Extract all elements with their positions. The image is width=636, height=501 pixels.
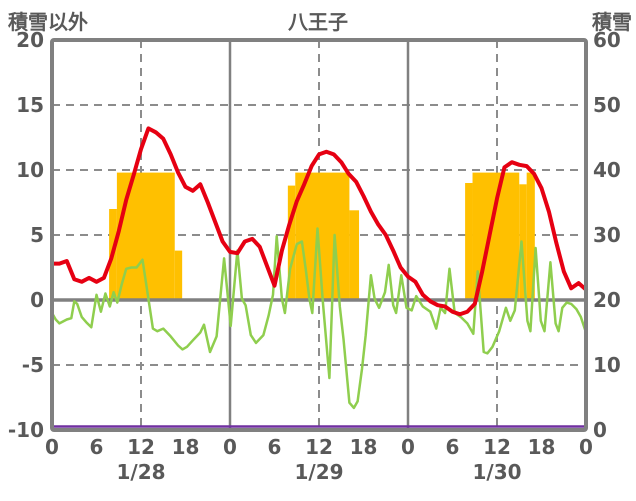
x-axis-date-label: 1/29 — [294, 460, 344, 484]
right-axis-title: 積雪 — [592, 10, 632, 34]
x-axis-hour-tick: 12 — [127, 435, 155, 459]
left-axis-tick: 20 — [16, 28, 44, 52]
x-axis-hour-tick: 18 — [527, 435, 556, 459]
x-axis-hour-tick: 6 — [267, 435, 282, 459]
right-axis-tick: 30 — [593, 223, 621, 247]
x-axis-date-label: 1/30 — [472, 460, 522, 484]
orange-bars — [526, 172, 535, 300]
red-line — [50, 126, 588, 317]
right-axis-tick: 60 — [593, 28, 621, 52]
right-axis-tick: 20 — [593, 288, 621, 312]
x-axis-hour-tick: 6 — [89, 435, 104, 459]
chart-title: 八王子 — [288, 10, 348, 34]
right-axis-tick: 0 — [593, 418, 607, 442]
x-axis-hour-tick: 0 — [223, 435, 237, 459]
x-axis-hour-tick: 18 — [171, 435, 200, 459]
right-axis-tick: 10 — [593, 353, 621, 377]
orange-bars — [519, 184, 527, 300]
x-axis-hour-tick: 12 — [305, 435, 333, 459]
left-axis-tick: 5 — [30, 223, 44, 247]
x-axis-hour-tick: 0 — [45, 435, 59, 459]
orange-bars — [465, 183, 473, 300]
x-axis-date-label: 1/28 — [116, 460, 166, 484]
x-axis-hour-tick: 12 — [483, 435, 511, 459]
right-axis-tick: 50 — [593, 93, 621, 117]
x-axis-hour-tick: 6 — [445, 435, 460, 459]
left-axis-tick: 10 — [16, 158, 44, 182]
left-axis-tick: 0 — [30, 288, 44, 312]
left-axis-tick: 15 — [16, 93, 44, 117]
green-line — [50, 227, 588, 410]
orange-bars — [174, 250, 183, 300]
orange-bars — [287, 185, 296, 300]
right-axis-tick: 40 — [593, 158, 621, 182]
plot-border — [50, 38, 588, 432]
x-axis-hour-tick: 18 — [349, 435, 378, 459]
x-axis-hour-tick: 0 — [401, 435, 415, 459]
x-axis-hour-tick: 0 — [579, 435, 593, 459]
orange-bars — [349, 210, 360, 300]
left-axis-tick: -5 — [21, 353, 44, 377]
left-axis-tick: -10 — [7, 418, 44, 442]
left-axis-title: 積雪以外 — [8, 10, 88, 34]
